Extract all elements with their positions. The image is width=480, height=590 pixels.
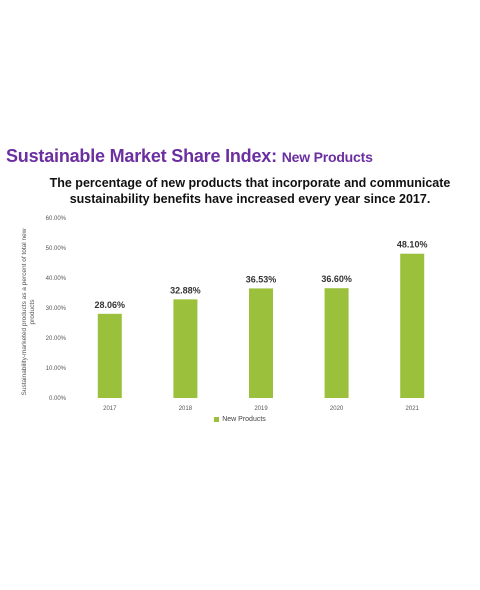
y-tick-label: 30.00%: [46, 306, 67, 312]
chart-title: Sustainable Market Share Index: New Prod…: [6, 146, 373, 167]
bar-chart: 0.00% 10.00% 20.00% 30.00% 40.00% 50.00% 60.00…: [46, 216, 428, 412]
y-tick-label: 0.00%: [49, 396, 67, 402]
x-tick-label: 2021: [406, 406, 420, 412]
y-tick-label: 40.00%: [46, 276, 67, 282]
x-tick-label: 2017: [103, 406, 117, 412]
x-tick-label: 2018: [179, 406, 193, 412]
data-label: 32.88%: [170, 285, 201, 295]
data-label: 48.10%: [397, 240, 428, 250]
legend-label: New Products: [222, 416, 266, 423]
bar: [400, 253, 425, 398]
x-tick-label: 2020: [330, 406, 344, 412]
data-label: 36.53%: [246, 274, 277, 284]
bar: [173, 299, 198, 398]
x-tick-label: 2019: [254, 406, 268, 412]
y-tick-label: 60.00%: [46, 216, 67, 222]
chart-title-sub: New Products: [281, 149, 373, 165]
data-label: 28.06%: [95, 300, 126, 310]
chart-subtitle: The percentage of new products that inco…: [49, 176, 451, 206]
data-label: 36.60%: [321, 274, 352, 284]
legend-swatch: [214, 416, 220, 422]
bar: [324, 288, 349, 398]
bar: [97, 313, 122, 398]
chart-title-main: Sustainable Market Share Index:: [6, 146, 277, 166]
y-tick-label: 20.00%: [46, 336, 67, 342]
y-tick-label: 50.00%: [46, 246, 67, 252]
bar: [249, 288, 273, 398]
y-tick-label: 10.00%: [46, 366, 67, 372]
legend: New Products: [0, 416, 480, 423]
